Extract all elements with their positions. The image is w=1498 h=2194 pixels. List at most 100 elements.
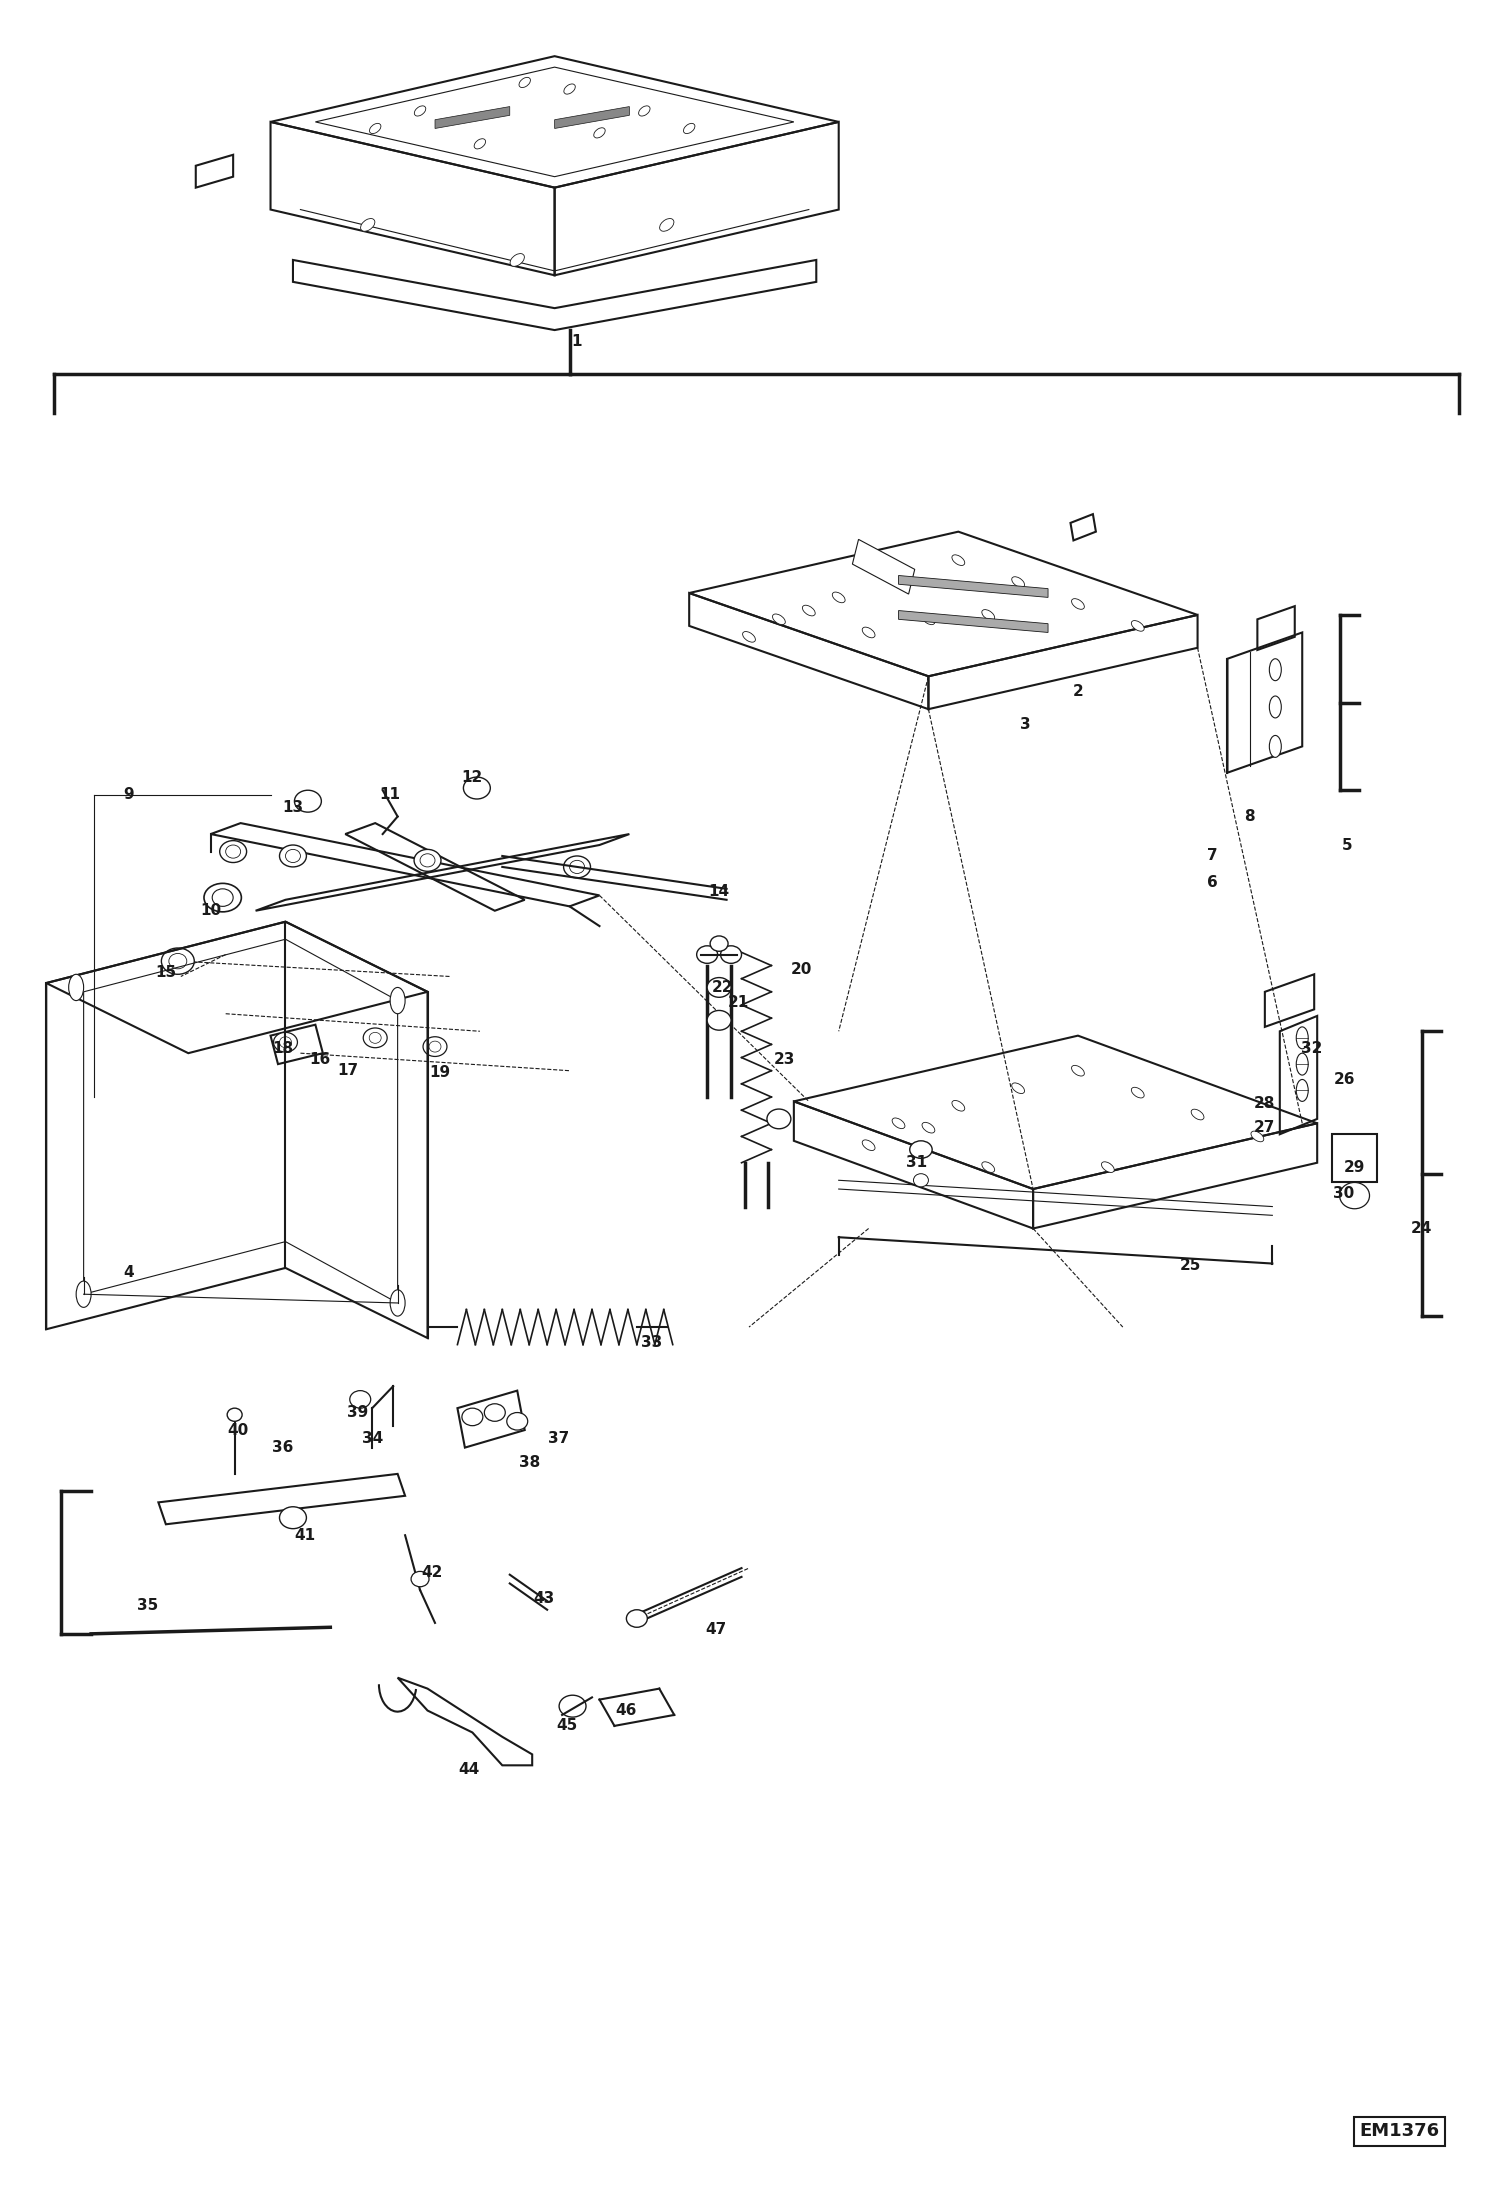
Polygon shape [554, 108, 629, 129]
Text: 15: 15 [156, 965, 177, 979]
Text: 45: 45 [556, 1718, 577, 1733]
Ellipse shape [563, 83, 575, 94]
Ellipse shape [389, 1290, 404, 1316]
Ellipse shape [1131, 1088, 1144, 1097]
Ellipse shape [1101, 1163, 1115, 1172]
Ellipse shape [428, 1042, 440, 1053]
Ellipse shape [893, 570, 905, 581]
Text: 21: 21 [728, 996, 749, 1009]
Ellipse shape [475, 138, 485, 149]
Ellipse shape [923, 1123, 935, 1132]
Ellipse shape [506, 1413, 527, 1430]
Ellipse shape [1269, 658, 1281, 680]
Ellipse shape [213, 889, 234, 906]
Ellipse shape [721, 946, 742, 963]
Ellipse shape [863, 627, 875, 638]
Ellipse shape [419, 853, 434, 867]
Text: 30: 30 [1333, 1187, 1354, 1200]
Ellipse shape [767, 1108, 791, 1128]
Ellipse shape [461, 1409, 482, 1426]
Ellipse shape [981, 610, 995, 621]
Text: 23: 23 [774, 1053, 795, 1066]
Text: 36: 36 [271, 1439, 294, 1455]
Bar [1332, 1134, 1377, 1183]
Text: 26: 26 [1333, 1073, 1354, 1086]
Text: 2: 2 [1073, 685, 1083, 700]
Ellipse shape [1071, 599, 1085, 610]
Ellipse shape [710, 937, 728, 952]
Ellipse shape [626, 1610, 647, 1628]
Text: 1: 1 [572, 333, 583, 349]
Text: 35: 35 [138, 1597, 159, 1613]
Ellipse shape [280, 1507, 307, 1529]
Ellipse shape [274, 1033, 298, 1053]
Text: 12: 12 [461, 770, 482, 785]
Text: 10: 10 [201, 904, 222, 919]
Ellipse shape [370, 123, 380, 134]
Ellipse shape [413, 849, 440, 871]
Text: 18: 18 [273, 1042, 294, 1055]
Text: 41: 41 [294, 1527, 316, 1542]
Ellipse shape [951, 555, 965, 566]
Ellipse shape [951, 1101, 965, 1110]
Ellipse shape [833, 592, 845, 603]
Text: 40: 40 [228, 1422, 249, 1437]
Ellipse shape [743, 632, 755, 643]
Ellipse shape [1251, 1132, 1264, 1141]
Text: 37: 37 [548, 1430, 569, 1446]
Ellipse shape [981, 1163, 995, 1172]
Text: 17: 17 [337, 1064, 360, 1077]
Ellipse shape [1296, 1079, 1308, 1101]
Ellipse shape [569, 860, 584, 873]
Ellipse shape [1011, 1084, 1025, 1093]
Ellipse shape [893, 1119, 905, 1128]
Text: 5: 5 [1342, 838, 1353, 853]
Ellipse shape [220, 840, 247, 862]
Polygon shape [899, 575, 1049, 597]
Text: 6: 6 [1207, 875, 1218, 891]
Ellipse shape [803, 606, 815, 617]
Ellipse shape [923, 614, 935, 625]
Ellipse shape [295, 790, 322, 812]
Ellipse shape [1011, 577, 1025, 588]
Ellipse shape [697, 946, 718, 963]
Ellipse shape [484, 1404, 505, 1422]
Ellipse shape [563, 856, 590, 878]
Text: 3: 3 [1020, 717, 1031, 733]
Text: 11: 11 [379, 788, 400, 803]
Ellipse shape [1339, 1183, 1369, 1209]
Ellipse shape [773, 614, 785, 625]
Ellipse shape [863, 1141, 875, 1150]
Ellipse shape [410, 1571, 428, 1586]
Ellipse shape [76, 1281, 91, 1308]
Text: EM1376: EM1376 [1359, 2122, 1440, 2141]
Text: 4: 4 [123, 1264, 133, 1279]
Text: 29: 29 [1344, 1161, 1365, 1174]
Ellipse shape [415, 105, 425, 116]
Ellipse shape [1191, 1110, 1204, 1119]
Polygon shape [899, 610, 1049, 632]
Text: 22: 22 [712, 981, 733, 994]
Text: 13: 13 [283, 801, 304, 816]
Ellipse shape [169, 954, 187, 970]
Text: 7: 7 [1207, 849, 1218, 864]
Ellipse shape [638, 105, 650, 116]
Text: 27: 27 [1254, 1121, 1275, 1134]
Text: 46: 46 [616, 1703, 637, 1718]
Ellipse shape [204, 884, 241, 913]
Text: 19: 19 [428, 1066, 449, 1079]
Bar [852, 540, 915, 595]
Ellipse shape [1131, 621, 1144, 632]
Text: 33: 33 [641, 1334, 662, 1349]
Text: 20: 20 [791, 963, 812, 976]
Text: 44: 44 [458, 1762, 479, 1777]
Ellipse shape [349, 1391, 370, 1409]
Text: 31: 31 [906, 1156, 927, 1169]
Ellipse shape [286, 849, 301, 862]
Ellipse shape [683, 123, 695, 134]
Text: 25: 25 [1179, 1257, 1201, 1273]
Text: 14: 14 [709, 884, 730, 900]
Ellipse shape [707, 1011, 731, 1031]
Ellipse shape [659, 219, 674, 230]
Text: 38: 38 [518, 1455, 539, 1470]
